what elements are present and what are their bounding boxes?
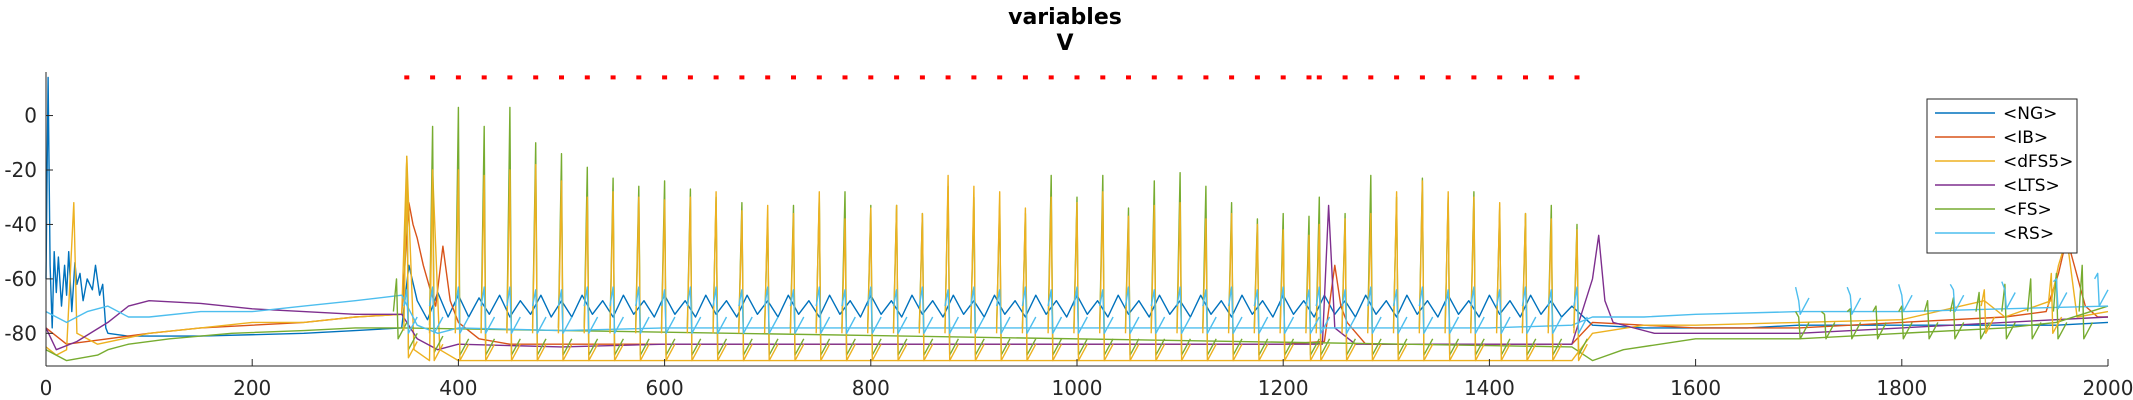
legend-label: <dFS5> xyxy=(2003,152,2073,172)
legend-label: <NG> xyxy=(2003,104,2057,124)
marker-dot xyxy=(1280,75,1286,80)
marker-dot xyxy=(1022,75,1028,80)
marker-dot xyxy=(1471,75,1477,80)
marker-dot xyxy=(1368,75,1374,80)
marker-dot xyxy=(842,75,848,80)
y-tick-label: 0 xyxy=(24,104,37,128)
marker-dot xyxy=(1316,75,1322,80)
series-line-5 xyxy=(45,294,2109,334)
marker-row xyxy=(404,75,1580,80)
marker-dot xyxy=(584,75,590,80)
x-tick-label: 1400 xyxy=(1464,376,1515,400)
marker-dot xyxy=(816,75,822,80)
marker-dot xyxy=(1203,75,1209,80)
x-tick-label: 400 xyxy=(439,376,477,400)
marker-dot xyxy=(1306,75,1312,80)
chart-title: variables xyxy=(1008,5,1122,30)
legend-label: <LTS> xyxy=(2003,176,2060,196)
marker-dot xyxy=(1497,75,1503,80)
marker-dot xyxy=(559,75,564,80)
legend-label: <RS> xyxy=(2003,224,2054,244)
marker-dot xyxy=(533,75,539,80)
marker-dot xyxy=(919,75,925,80)
marker-dot xyxy=(1548,75,1554,80)
series-line-4 xyxy=(45,305,2109,362)
marker-dot xyxy=(1445,75,1451,80)
series-layer xyxy=(45,76,2109,362)
marker-dot xyxy=(1126,75,1131,80)
axes: 0 200 400 600 800 1000 1200 1400 1600 1800 2000 -80… xyxy=(4,72,2133,400)
marker-dot xyxy=(971,75,977,80)
marker-dot xyxy=(1151,75,1157,80)
marker-dot xyxy=(713,75,719,80)
x-tick-label: 1600 xyxy=(1670,376,1721,400)
marker-dot xyxy=(765,75,771,80)
y-tick-label: -20 xyxy=(4,158,37,182)
marker-dot xyxy=(1177,75,1183,80)
marker-dot xyxy=(507,75,513,80)
marker-dot xyxy=(1523,75,1528,80)
marker-dot xyxy=(636,75,642,80)
legend-label: <IB> xyxy=(2003,128,2048,148)
marker-dot xyxy=(868,75,874,80)
marker-dot xyxy=(610,75,616,80)
y-tick-label: -60 xyxy=(4,267,37,291)
marker-dot xyxy=(687,75,693,80)
marker-dot xyxy=(1419,75,1425,80)
marker-dot xyxy=(430,75,436,80)
series-line-3 xyxy=(45,204,2109,351)
marker-dot xyxy=(1342,75,1348,80)
marker-dot xyxy=(945,75,951,80)
marker-dot xyxy=(1394,75,1400,80)
spike-train-1 xyxy=(403,155,2063,362)
x-tick-label: 2000 xyxy=(2083,376,2133,400)
x-tick-label: 200 xyxy=(233,376,271,400)
legend: <NG> <IB> <dFS5> <LTS> <FS> <RS> xyxy=(1926,98,2078,254)
x-tick-label: 0 xyxy=(40,376,53,400)
marker-dot xyxy=(1254,75,1260,80)
marker-dot xyxy=(1100,75,1106,80)
marker-dot xyxy=(997,75,1003,80)
legend-label: <FS> xyxy=(2003,200,2052,220)
marker-dot xyxy=(1574,75,1580,80)
y-tick-label: -80 xyxy=(4,321,37,345)
marker-dot xyxy=(791,75,796,80)
marker-dot xyxy=(481,75,487,80)
y-tick-label: -40 xyxy=(4,212,37,236)
marker-dot xyxy=(1074,75,1080,80)
marker-dot xyxy=(662,75,668,80)
marker-dot xyxy=(1048,75,1054,80)
marker-dot xyxy=(1229,75,1235,80)
legend-box xyxy=(1926,98,2078,254)
marker-dot xyxy=(404,75,410,80)
spike-train-2 xyxy=(403,272,2109,334)
x-tick-label: 1200 xyxy=(1258,376,1309,400)
x-tick-label: 1800 xyxy=(1876,376,1927,400)
x-tick-label: 1000 xyxy=(1052,376,1103,400)
x-tick-label: 800 xyxy=(852,376,890,400)
marker-dot xyxy=(455,75,461,80)
marker-dot xyxy=(739,75,745,80)
x-tick-label: 600 xyxy=(646,376,684,400)
chart-subtitle: V xyxy=(1056,31,1073,56)
marker-dot xyxy=(894,75,900,80)
